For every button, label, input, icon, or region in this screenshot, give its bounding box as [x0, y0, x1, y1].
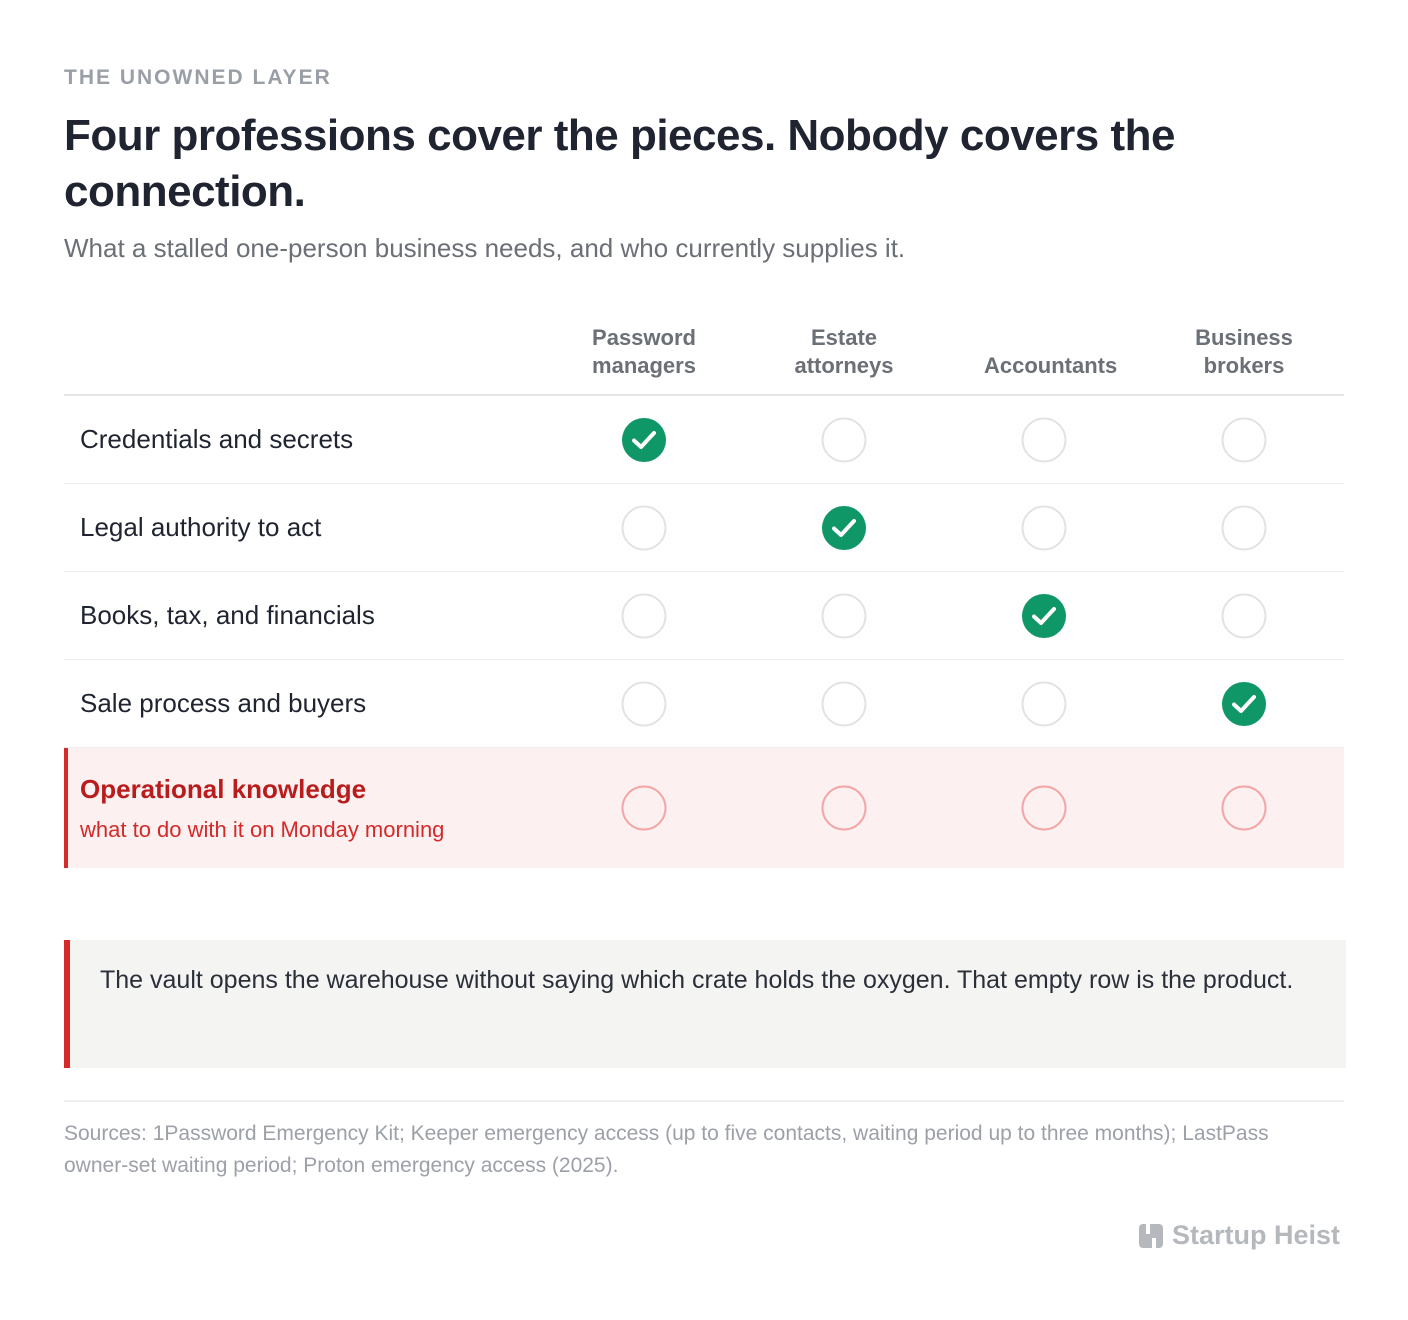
check-icon — [1222, 681, 1266, 726]
row-title: Credentials and secrets — [80, 424, 354, 454]
empty-circle — [1221, 593, 1267, 638]
row-title: Legal authority to act — [80, 512, 322, 542]
cell — [744, 680, 944, 728]
cell — [944, 680, 1144, 728]
check-icon — [1022, 593, 1066, 638]
cell — [544, 504, 744, 552]
coverage-table: Password managers Estate attorneys Account… — [64, 296, 1344, 868]
cell — [744, 416, 944, 464]
cell — [544, 592, 744, 640]
cell — [944, 592, 1144, 640]
cell — [1144, 784, 1344, 832]
table-row: Legal authority to act — [64, 484, 1344, 572]
brand: Startup Heist — [1138, 1220, 1340, 1251]
empty-circle — [1021, 785, 1067, 831]
empty-circle — [821, 417, 867, 462]
cell — [1144, 592, 1344, 640]
empty-circle — [621, 505, 667, 550]
table-row: Credentials and secrets — [64, 396, 1344, 484]
row-title: Books, tax, and financials — [80, 600, 375, 630]
column-header: Business brokers — [1195, 325, 1293, 378]
empty-circle — [1021, 505, 1067, 550]
header-spacer — [64, 380, 544, 394]
column-header: Estate attorneys — [794, 325, 894, 378]
cell — [544, 416, 744, 464]
empty-circle — [1221, 417, 1267, 462]
cell — [544, 784, 744, 832]
cell — [1144, 504, 1344, 552]
empty-circle — [821, 593, 867, 638]
row-label: Legal authority to act — [64, 512, 544, 543]
header-row: Password managers Estate attorneys Account… — [64, 296, 1344, 396]
brand-name: Startup Heist — [1171, 1220, 1340, 1250]
row-label: Operational knowledge what to do with it … — [64, 774, 544, 843]
cell — [944, 784, 1144, 832]
cell — [1144, 416, 1344, 464]
cell — [744, 504, 944, 552]
row-label: Sale process and buyers — [64, 688, 544, 719]
row-label: Books, tax, and financials — [64, 600, 544, 631]
cell — [1144, 680, 1344, 728]
cell — [744, 592, 944, 640]
table-row: Sale process and buyers — [64, 660, 1344, 748]
empty-circle — [821, 785, 867, 831]
row-label: Credentials and secrets — [64, 424, 544, 455]
cell — [944, 416, 1144, 464]
highlight-row: Operational knowledge what to do with it … — [64, 748, 1344, 868]
empty-circle — [1021, 681, 1067, 726]
cell — [744, 784, 944, 832]
callout: The vault opens the warehouse without sa… — [64, 940, 1346, 1068]
eyebrow: THE UNOWNED LAYER — [64, 66, 332, 89]
empty-circle — [621, 785, 667, 831]
empty-circle — [621, 681, 667, 726]
cell — [944, 504, 1144, 552]
empty-circle — [1021, 417, 1067, 462]
empty-circle — [1221, 785, 1267, 831]
empty-circle — [1221, 505, 1267, 550]
check-icon — [822, 505, 866, 550]
row-title: Operational knowledge — [80, 773, 367, 804]
column-header: Password managers — [592, 325, 696, 378]
empty-circle — [621, 593, 667, 638]
column-header: Accountants — [984, 353, 1118, 378]
cell — [544, 680, 744, 728]
subtitle: What a stalled one-person business needs… — [64, 233, 906, 263]
check-icon — [622, 417, 666, 462]
brand-icon — [1138, 1223, 1163, 1248]
title: Four professions cover the pieces. Nobod… — [64, 111, 1175, 216]
row-note: what to do with it on Monday morning — [80, 816, 445, 842]
empty-circle — [821, 681, 867, 726]
row-title: Sale process and buyers — [80, 688, 367, 718]
sources: Sources: 1Password Emergency Kit; Keeper… — [64, 1122, 1269, 1177]
divider — [64, 1100, 1344, 1102]
table-row: Books, tax, and financials — [64, 572, 1344, 660]
